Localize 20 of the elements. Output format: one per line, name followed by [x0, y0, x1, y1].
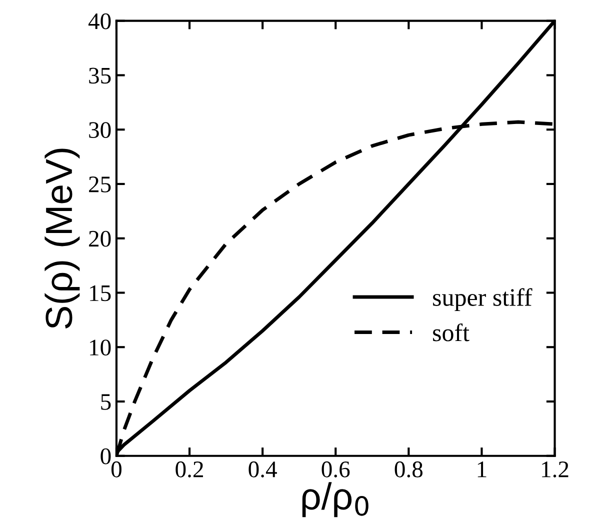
legend-label: super stiff	[433, 288, 532, 312]
y-tick-label: 40	[88, 13, 111, 30]
x-tick-label: 0.8	[394, 461, 423, 478]
x-tick-label: 0.2	[176, 461, 203, 478]
x-tick-label: 1	[478, 462, 486, 478]
x-tick-label: 0	[111, 461, 122, 478]
x-tick-label: 0.4	[248, 461, 277, 478]
legend-label: soft	[433, 323, 470, 342]
y-tick-label: 5	[101, 394, 111, 410]
y-tick-label: 20	[89, 230, 111, 247]
y-tick-label: 30	[89, 122, 111, 138]
y-tick-label: 0	[100, 448, 111, 464]
x-axis-title: ρ/ρ$_{0}$	[302, 482, 368, 518]
y-axis-title: S(ρ) (MeV)	[44, 148, 80, 329]
x-tick-label: 0.6	[322, 461, 350, 478]
x-tick-label: 1.2	[542, 461, 568, 478]
y-tick-label: 35	[89, 68, 111, 84]
y-tick-label: 15	[90, 285, 111, 302]
y-tick-label: 10	[90, 340, 111, 356]
y-tick-label: 25	[89, 176, 111, 192]
